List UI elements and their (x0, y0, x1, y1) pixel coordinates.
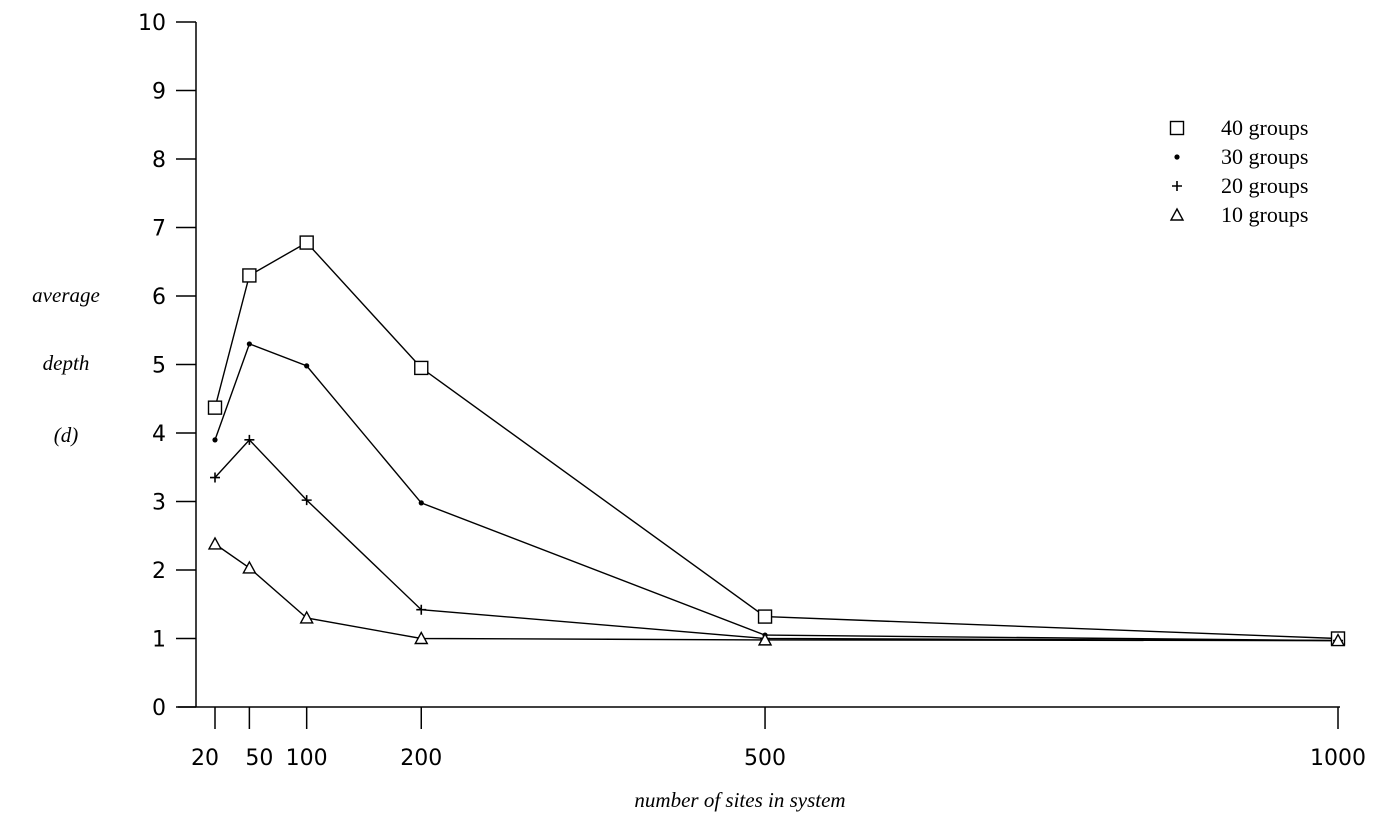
x-tick-label: 100 (286, 746, 328, 771)
series-lines (214, 241, 1339, 642)
y-tick-label: 6 (152, 285, 166, 310)
legend-label-30-groups: 30 groups (1221, 144, 1308, 169)
legend-label-10-groups: 10 groups (1221, 202, 1308, 227)
y-axis-title: average depth (d) (32, 283, 100, 447)
y-axis-title-line-3: (d) (54, 423, 79, 447)
y-ticks: 0 1 2 3 4 5 6 7 8 9 10 (138, 11, 196, 721)
data-point-10-groups (414, 631, 429, 645)
x-tick-label: 500 (744, 746, 786, 771)
data-point-20-groups (301, 495, 312, 506)
series-line-40-groups (214, 241, 1339, 640)
data-point-40-groups (207, 400, 223, 415)
legend-marker-20-groups (1172, 181, 1182, 191)
data-point-10-groups (1330, 633, 1346, 647)
y-tick-label: 5 (152, 354, 166, 379)
y-tick-label: 4 (152, 422, 166, 447)
data-point-20-groups (416, 604, 427, 615)
x-axis-title: number of sites in system (634, 788, 845, 812)
x-tick-label: 200 (400, 746, 442, 771)
data-point-10-groups (207, 536, 223, 550)
y-tick-label: 9 (152, 80, 166, 105)
legend-marker-30-groups (1174, 154, 1180, 160)
data-point-30-groups (304, 363, 310, 369)
data-point-40-groups (757, 609, 773, 624)
legend-label-20-groups: 20 groups (1221, 173, 1308, 198)
data-point-10-groups (299, 610, 314, 624)
data-point-40-groups (299, 235, 314, 250)
series-markers (207, 235, 1346, 647)
data-point-30-groups (246, 341, 252, 347)
data-point-40-groups (242, 268, 257, 283)
data-point-10-groups (757, 632, 773, 646)
x-tick-label: 20 (191, 746, 219, 771)
x-tick-label: 50 (245, 746, 273, 771)
series-line-30-groups (214, 342, 1339, 642)
y-tick-label: 3 (152, 491, 166, 516)
data-point-10-groups (242, 560, 257, 574)
y-tick-label: 2 (152, 559, 166, 584)
x-ticks: 20 50 100 200 500 1000 (191, 707, 1366, 771)
y-tick-label: 7 (152, 217, 166, 242)
data-point-30-groups (212, 437, 218, 443)
y-axis-title-line-1: average (32, 283, 100, 307)
x-tick-label: 1000 (1310, 746, 1366, 771)
series-line-20-groups (214, 438, 1339, 642)
legend-marker-10-groups (1169, 207, 1185, 221)
y-tick-label: 0 (152, 696, 166, 721)
data-point-30-groups (418, 500, 424, 506)
y-tick-label: 10 (138, 11, 166, 36)
y-tick-label: 1 (152, 628, 166, 653)
series-line-10-groups (214, 543, 1339, 642)
y-axis-title-line-2: depth (43, 351, 90, 375)
axes (178, 22, 1340, 708)
data-point-20-groups (210, 472, 220, 483)
data-point-20-groups (244, 434, 255, 445)
y-tick-label: 8 (152, 148, 166, 173)
legend: 40 groups 30 groups 20 groups 10 groups (1169, 115, 1308, 227)
legend-marker-40-groups (1169, 120, 1185, 136)
data-point-40-groups (414, 360, 429, 376)
legend-label-40-groups: 40 groups (1221, 115, 1308, 140)
